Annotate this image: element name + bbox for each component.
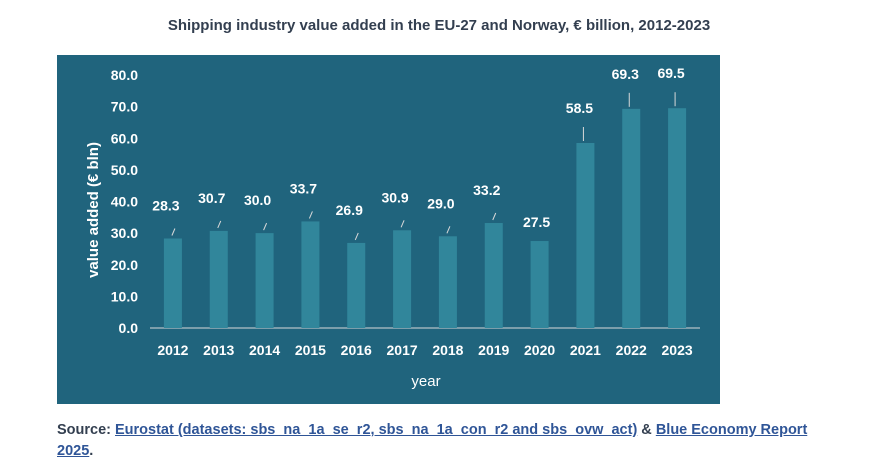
- bar: [301, 221, 320, 328]
- data-label: 69.3: [612, 66, 639, 82]
- bar: [163, 238, 182, 328]
- source-suffix: .: [89, 443, 94, 459]
- y-tick-label: 50.0: [111, 162, 138, 178]
- x-tick-label: 2019: [478, 342, 509, 358]
- blue-economy-report-link[interactable]: Blue Economy Report 2025: [57, 422, 808, 459]
- eurostat-link[interactable]: Eurostat (datasets: sbs_na_1a_se_r2, sbs…: [115, 422, 638, 438]
- x-tick-label: 2016: [341, 342, 372, 358]
- source-prefix: Source:: [57, 422, 116, 438]
- x-tick-label: 2013: [203, 342, 234, 358]
- bar: [347, 242, 366, 328]
- bar: [668, 108, 687, 328]
- y-tick-label: 30.0: [111, 225, 138, 241]
- bar: [576, 142, 595, 328]
- x-tick-label: 2023: [662, 342, 693, 358]
- source-separator: &: [637, 422, 656, 438]
- x-tick-label: 2015: [295, 342, 326, 358]
- data-label: 58.5: [566, 100, 593, 116]
- bar: [530, 241, 549, 328]
- bar: [622, 108, 641, 328]
- leader-line: [400, 220, 405, 228]
- y-axis-title: value added (€ bln): [85, 142, 102, 278]
- leader-line: [263, 222, 268, 231]
- leader-line: [354, 232, 359, 241]
- bar: [209, 230, 228, 328]
- data-label: 33.2: [473, 182, 500, 198]
- y-tick-label: 20.0: [111, 257, 138, 273]
- x-tick-label: 2017: [387, 342, 418, 358]
- data-label: 30.0: [244, 192, 271, 208]
- chart-title: Shipping industry value added in the EU-…: [167, 17, 711, 34]
- y-tick-label: 0.0: [119, 320, 139, 336]
- data-label: 33.7: [290, 180, 317, 196]
- leader-line: [492, 212, 497, 221]
- y-tick-label: 80.0: [111, 67, 138, 83]
- x-tick-label: 2014: [249, 342, 280, 358]
- leader-line: [446, 226, 451, 234]
- leader-line: [171, 228, 176, 236]
- y-tick-label: 70.0: [111, 99, 138, 115]
- x-tick-label: 2012: [157, 342, 188, 358]
- bar-chart: 0.0 10.0 20.0 30.0 40.0 50.0 60.0 70.0 80.0 28.3…: [85, 65, 700, 390]
- y-tick-label: 40.0: [111, 194, 138, 210]
- x-axis-title: year: [411, 373, 440, 390]
- bar: [484, 223, 503, 328]
- x-tick-label: 2021: [570, 342, 601, 358]
- chart-panel: 0.0 10.0 20.0 30.0 40.0 50.0 60.0 70.0 80.0 28.3…: [57, 55, 720, 404]
- data-label: 29.0: [427, 195, 454, 211]
- data-label: 69.5: [657, 65, 684, 81]
- data-label: 26.9: [336, 202, 363, 218]
- bar: [255, 233, 274, 328]
- data-label: 30.9: [381, 189, 408, 205]
- y-tick-label: 10.0: [111, 288, 138, 304]
- data-label: 28.3: [152, 198, 179, 214]
- source-note: Source: Eurostat (datasets: sbs_na_1a_se…: [57, 420, 817, 462]
- data-label: 30.7: [198, 190, 225, 206]
- x-tick-label: 2020: [524, 342, 555, 358]
- bar: [393, 230, 412, 328]
- x-tick-label: 2022: [616, 342, 647, 358]
- y-tick-label: 60.0: [111, 130, 138, 146]
- bar: [438, 236, 457, 328]
- data-label: 27.5: [523, 214, 550, 230]
- leader-line: [217, 220, 222, 229]
- x-tick-label: 2018: [432, 342, 463, 358]
- leader-line: [308, 211, 313, 219]
